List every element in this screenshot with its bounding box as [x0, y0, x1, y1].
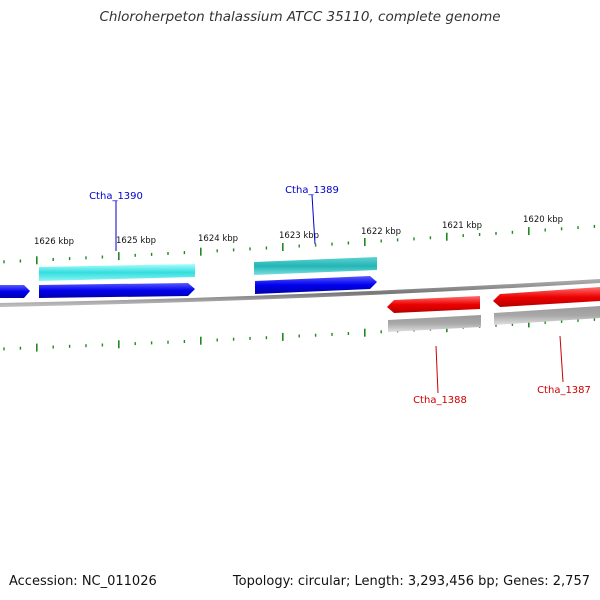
gene-arrow-ctha-1388 — [387, 296, 480, 313]
gene-arrow-ctha-1390 — [39, 283, 195, 298]
cds-feature-outer-1 — [39, 264, 195, 281]
scale-tick-label: 1624 kbp — [198, 234, 238, 244]
cds-feature-outer-2 — [254, 257, 377, 275]
scale-tick-label: 1625 kbp — [116, 236, 156, 246]
scale-tick-label: 1623 kbp — [279, 231, 319, 241]
genome-summary-text: Topology: circular; Length: 3,293,456 bp… — [232, 574, 590, 589]
gene-label-ctha-1390[interactable]: Ctha_1390 — [89, 191, 143, 202]
genome-backbone — [0, 279, 600, 307]
accession-text: Accession: NC_011026 — [9, 574, 157, 589]
cds-feature-inner-2 — [494, 306, 600, 325]
inner-tick-marks — [3, 317, 596, 352]
scale-tick-label: 1620 kbp — [523, 215, 563, 225]
gene-label-ctha-1389[interactable]: Ctha_1389 — [285, 185, 339, 196]
scale-tick-label: 1621 kbp — [442, 221, 482, 231]
gene-arrow-ctha-1389 — [255, 276, 377, 294]
gene-label-leader-ctha-1388 — [435, 345, 439, 394]
gene-label-leader-ctha-1387 — [559, 335, 564, 383]
outer-tick-marks — [3, 224, 596, 265]
gene-arrow-forward-left — [0, 285, 30, 298]
gene-arrow-ctha-1387 — [493, 287, 600, 307]
cds-feature-inner-1 — [388, 315, 481, 332]
gene-label-leader-ctha-1389 — [311, 194, 316, 245]
gene-label-ctha-1388[interactable]: Ctha_1388 — [413, 395, 467, 406]
scale-tick-label: 1622 kbp — [361, 227, 401, 237]
gene-label-ctha-1387[interactable]: Ctha_1387 — [537, 385, 591, 396]
scale-tick-label: 1626 kbp — [34, 237, 74, 247]
map-title: Chloroherpeton thalassium ATCC 35110, co… — [99, 9, 501, 25]
